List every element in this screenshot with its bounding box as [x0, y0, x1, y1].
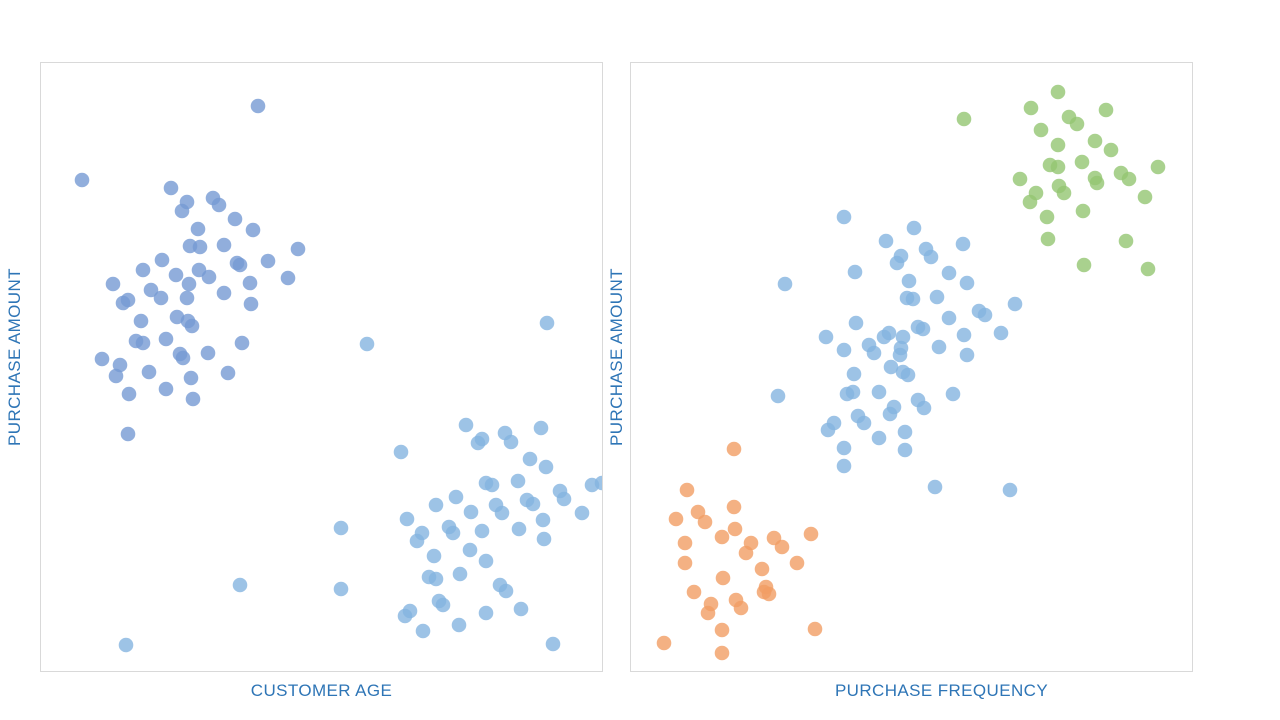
left-chart-scatter-points: [74, 98, 602, 653]
left-chart-plot-area: [40, 62, 603, 672]
left-chart-x-axis-title: CUSTOMER AGE: [250, 681, 393, 700]
right-chart-x-axis-title: PURCHASE FREQUENCY: [834, 681, 1049, 700]
right-chart-y-axis-title: PURCHASE AMOUNT: [607, 268, 626, 446]
right-chart-plot-area: [630, 62, 1193, 672]
left-chart-y-axis-title: PURCHASE AMOUNT: [5, 268, 24, 446]
right-chart-scatter-points: [656, 84, 1166, 661]
